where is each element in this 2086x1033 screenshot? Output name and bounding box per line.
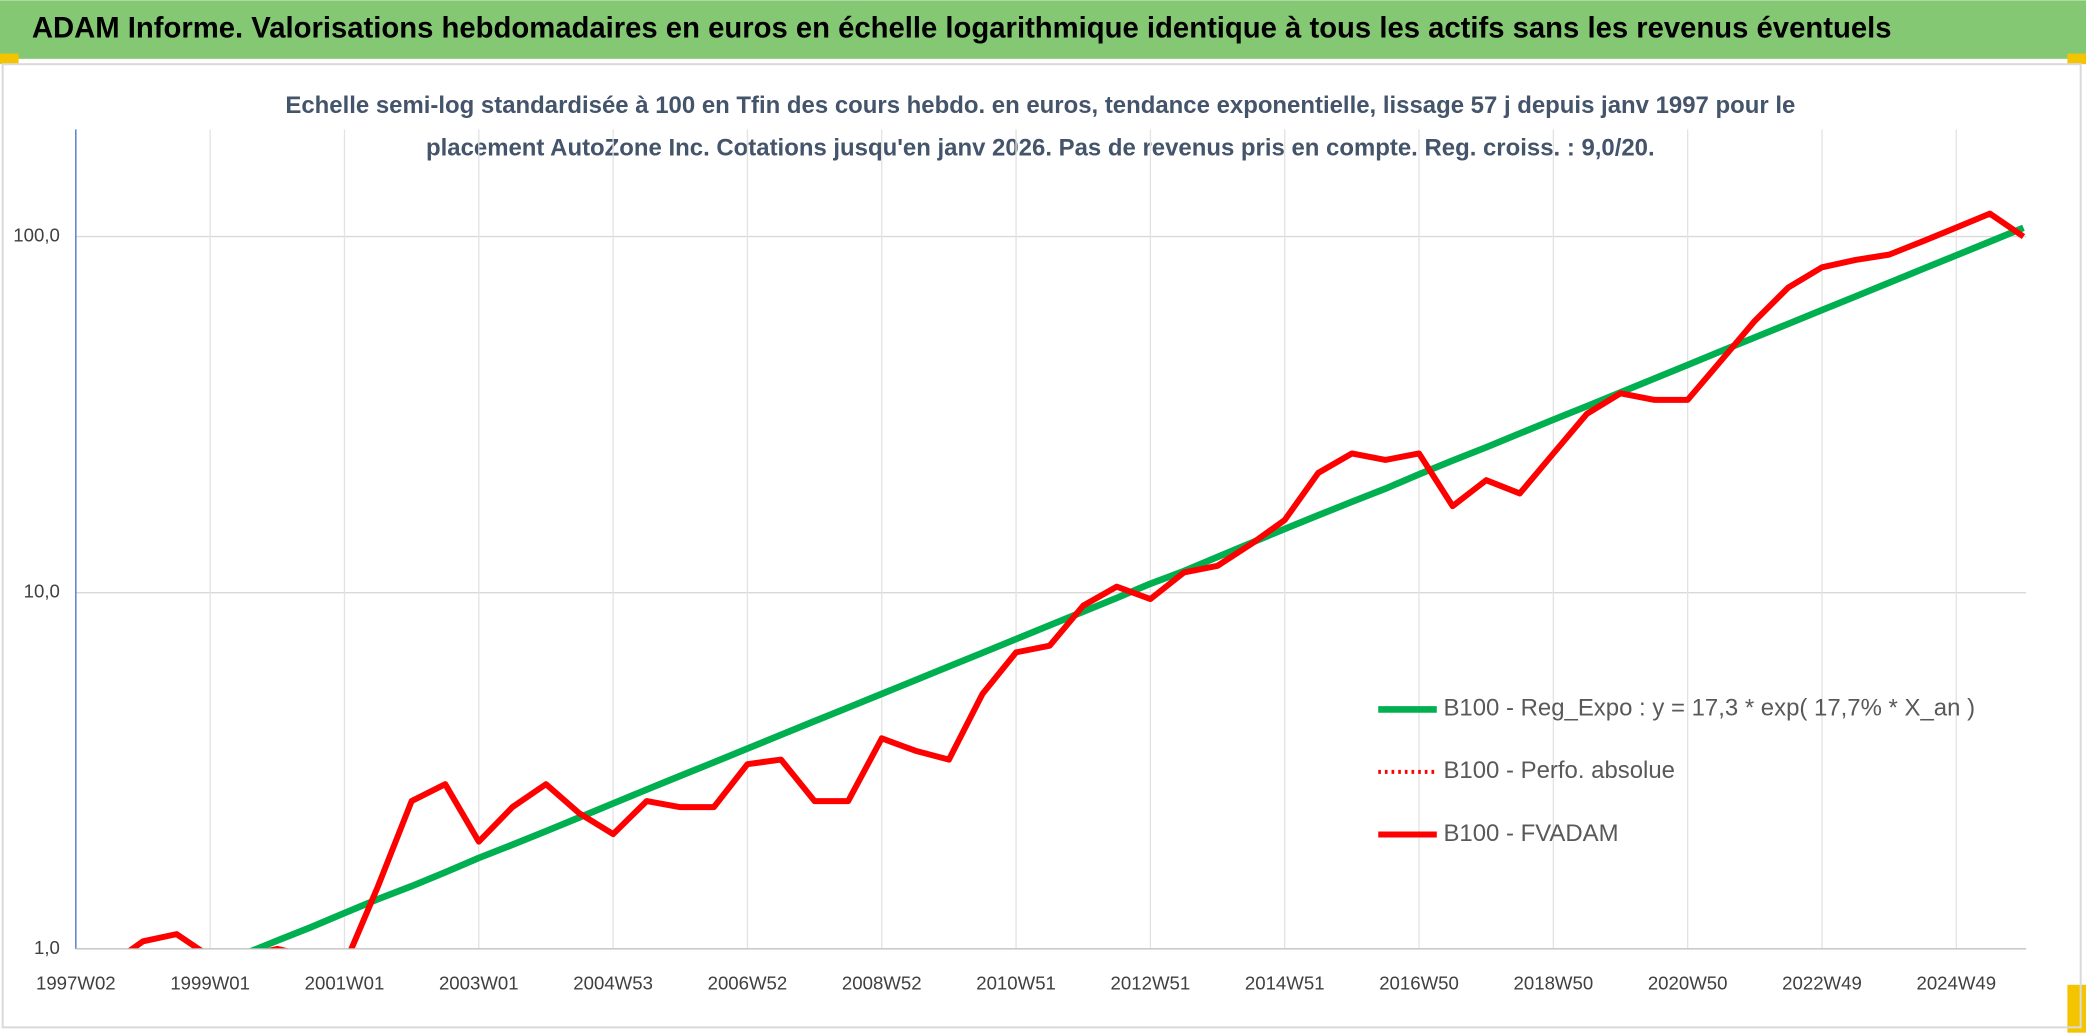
x-tick-label: 2001W01 — [305, 973, 385, 994]
x-tick-label: 2020W50 — [1648, 973, 1728, 994]
x-tick-label: 2014W51 — [1245, 973, 1325, 994]
grid — [75, 129, 2027, 950]
x-tick-label: 1999W01 — [170, 973, 250, 994]
x-tick-label: 2016W50 — [1379, 973, 1459, 994]
x-tick-label: 2010W51 — [976, 973, 1056, 994]
legend-label: B100 - FVADAM — [1443, 820, 1618, 847]
x-tick-label: 2004W53 — [573, 973, 653, 994]
chart-title: placement AutoZone Inc. Cotations jusqu'… — [426, 135, 1655, 162]
x-tick-label: 2003W01 — [439, 973, 519, 994]
series-line — [127, 210, 2026, 949]
legend-label: B100 - Perfo. absolue — [1443, 757, 1675, 784]
x-tick-label: 2024W49 — [1916, 973, 1996, 994]
legend-label: B100 - Reg_Expo : y = 17,3 * exp( 17,7% … — [1443, 695, 1975, 722]
corner-mark — [2067, 984, 2086, 1033]
header-bar — [0, 0, 2086, 59]
x-tick-label: 2008W52 — [842, 973, 922, 994]
chart-frame — [1, 63, 2082, 1029]
x-tick-label: 2006W52 — [708, 973, 788, 994]
chart-title: Echelle semi-log standardisée à 100 en T… — [285, 92, 1795, 119]
x-tick-label: 2018W50 — [1514, 973, 1594, 994]
y-tick-label: 10,0 — [24, 581, 60, 602]
series-line — [248, 224, 2025, 949]
x-tick-label: 2022W49 — [1782, 973, 1862, 994]
x-tick-label: 2012W51 — [1111, 973, 1191, 994]
plot — [127, 210, 2026, 949]
x-tick-label: 1997W02 — [36, 973, 116, 994]
legend: B100 - Reg_Expo : y = 17,3 * exp( 17,7% … — [1378, 695, 1975, 847]
corner-mark — [2067, 53, 2086, 65]
y-tick-label: 100,0 — [13, 224, 60, 245]
corner-mark — [0, 53, 19, 65]
header-title: ADAM Informe. Valorisations hebdomadaire… — [32, 12, 1892, 44]
y-tick-label: 1,0 — [34, 937, 60, 958]
